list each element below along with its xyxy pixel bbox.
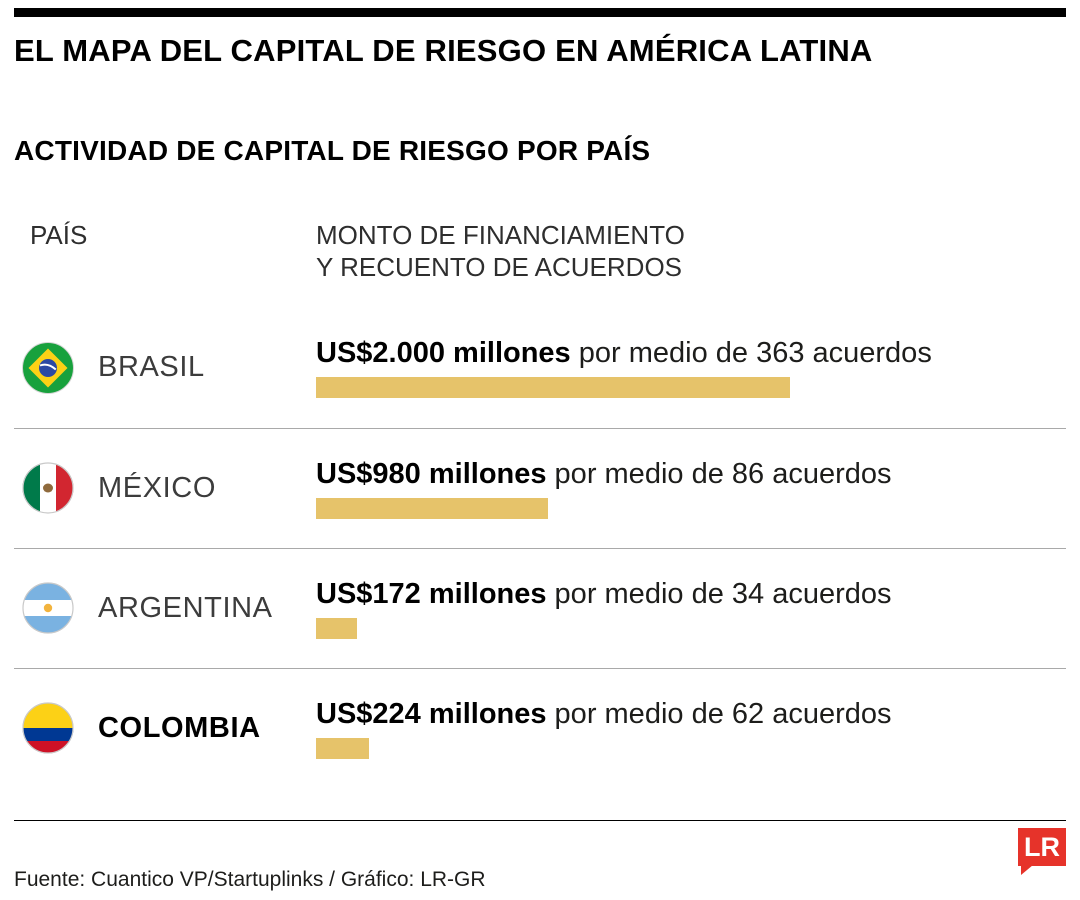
amount-bold: US$224 millones: [316, 697, 547, 730]
page-title: EL MAPA DEL CAPITAL DE RIESGO EN AMÉRICA…: [14, 33, 873, 68]
table-row-brasil: BRASIL US$2.000 millones por medio de 36…: [14, 308, 1066, 428]
country-label: COLOMBIA: [98, 711, 261, 744]
country-rows: BRASIL US$2.000 millones por medio de 36…: [14, 308, 1066, 788]
table-row-colombia: COLOMBIA US$224 millones por medio de 62…: [14, 667, 1066, 788]
amount-bar: [316, 617, 357, 639]
amount-text: US$980 millones por medio de 86 acuerdos: [316, 458, 1066, 491]
amount-bold: US$980 millones: [316, 457, 547, 490]
column-headers: PAÍS MONTO DE FINANCIAMIENTO Y RECUENTO …: [14, 219, 1066, 284]
amount-bar: [316, 737, 369, 759]
footer-rule: [14, 820, 1066, 821]
mexico-flag-icon: [22, 462, 74, 514]
amount-bar: [316, 497, 548, 519]
country-label: MÉXICO: [98, 471, 216, 504]
argentina-flag-icon: [22, 582, 74, 634]
col-header-amount-line2: Y RECUENTO DE ACUERDOS: [316, 252, 683, 283]
amount-rest: por medio de 62 acuerdos: [546, 697, 892, 730]
top-rule: [14, 8, 1066, 17]
section-title: ACTIVIDAD DE CAPITAL DE RIESGO POR PAÍS: [14, 134, 651, 166]
country-label: ARGENTINA: [98, 591, 273, 624]
amount-rest: por medio de 363 acuerdos: [570, 337, 932, 370]
amount-text: US$2.000 millones por medio de 363 acuer…: [316, 337, 1066, 370]
col-header-country: PAÍS: [30, 219, 88, 250]
amount-cell: US$224 millones por medio de 62 acuerdos: [316, 698, 1066, 759]
table-row-argentina: ARGENTINA US$172 millones por medio de 3…: [14, 547, 1066, 668]
amount-bold: US$172 millones: [316, 577, 547, 610]
col-header-amount: MONTO DE FINANCIAMIENTO Y RECUENTO DE AC…: [316, 219, 1066, 284]
amount-cell: US$980 millones por medio de 86 acuerdos: [316, 458, 1066, 519]
amount-text: US$172 millones por medio de 34 acuerdos: [316, 578, 1066, 611]
amount-rest: por medio de 86 acuerdos: [546, 457, 892, 490]
amount-rest: por medio de 34 acuerdos: [546, 577, 892, 610]
source-credit: Fuente: Cuantico VP/Startuplinks / Gráfi…: [14, 868, 486, 891]
colombia-flag-icon: [22, 702, 74, 754]
table-row-mexico: MÉXICO US$980 millones por medio de 86 a…: [14, 427, 1066, 548]
amount-bar: [316, 377, 790, 399]
amount-text: US$224 millones por medio de 62 acuerdos: [316, 698, 1066, 731]
lr-logo: LR: [1018, 828, 1066, 875]
amount-bold: US$2.000 millones: [316, 337, 571, 370]
country-label: BRASIL: [98, 351, 205, 384]
amount-cell: US$2.000 millones por medio de 363 acuer…: [316, 337, 1066, 399]
amount-cell: US$172 millones por medio de 34 acuerdos: [316, 578, 1066, 639]
col-header-amount-line1: MONTO DE FINANCIAMIENTO: [316, 219, 685, 250]
brazil-flag-icon: [22, 341, 74, 394]
